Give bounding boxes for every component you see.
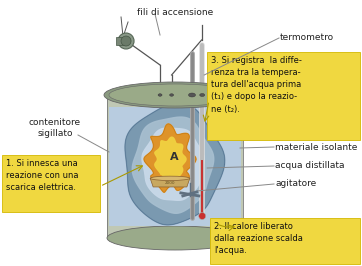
Bar [107, 95, 243, 238]
Ellipse shape [189, 93, 195, 97]
Text: termometro: termometro [280, 34, 334, 43]
Text: acqua distillata: acqua distillata [275, 161, 345, 171]
Text: agitatore: agitatore [275, 180, 316, 189]
Text: 3. Si registra  la diffe-
renza tra la tempera-
tura dell'acqua prima
(t₁) e dop: 3. Si registra la diffe- renza tra la te… [211, 56, 302, 114]
Polygon shape [125, 103, 225, 225]
Ellipse shape [200, 94, 205, 97]
FancyBboxPatch shape [210, 218, 360, 264]
FancyBboxPatch shape [207, 52, 360, 140]
Text: A: A [170, 152, 178, 162]
Polygon shape [150, 178, 190, 187]
FancyBboxPatch shape [2, 155, 100, 212]
Text: contenitore
sigillato: contenitore sigillato [29, 118, 81, 138]
Polygon shape [142, 128, 204, 200]
Polygon shape [155, 137, 186, 181]
Text: 2000: 2000 [165, 181, 175, 185]
Ellipse shape [158, 94, 162, 96]
Bar [116, 37, 126, 45]
Text: B: B [225, 219, 233, 229]
Bar [109, 107, 241, 226]
Polygon shape [144, 124, 196, 192]
Ellipse shape [104, 82, 246, 108]
Ellipse shape [170, 94, 174, 96]
Ellipse shape [109, 84, 241, 106]
Polygon shape [132, 117, 214, 213]
Circle shape [118, 33, 134, 49]
Text: 1. Si innesca una
reazione con una
scarica elettrica.: 1. Si innesca una reazione con una scari… [6, 159, 79, 192]
Ellipse shape [107, 226, 243, 250]
Text: materiale isolante: materiale isolante [275, 143, 357, 152]
Circle shape [199, 213, 206, 219]
Text: 2. Il calore liberato
dalla reazione scalda
l'acqua.: 2. Il calore liberato dalla reazione sca… [214, 222, 303, 255]
Text: fili di accensione: fili di accensione [137, 8, 213, 17]
Ellipse shape [150, 176, 190, 180]
Circle shape [121, 36, 131, 46]
